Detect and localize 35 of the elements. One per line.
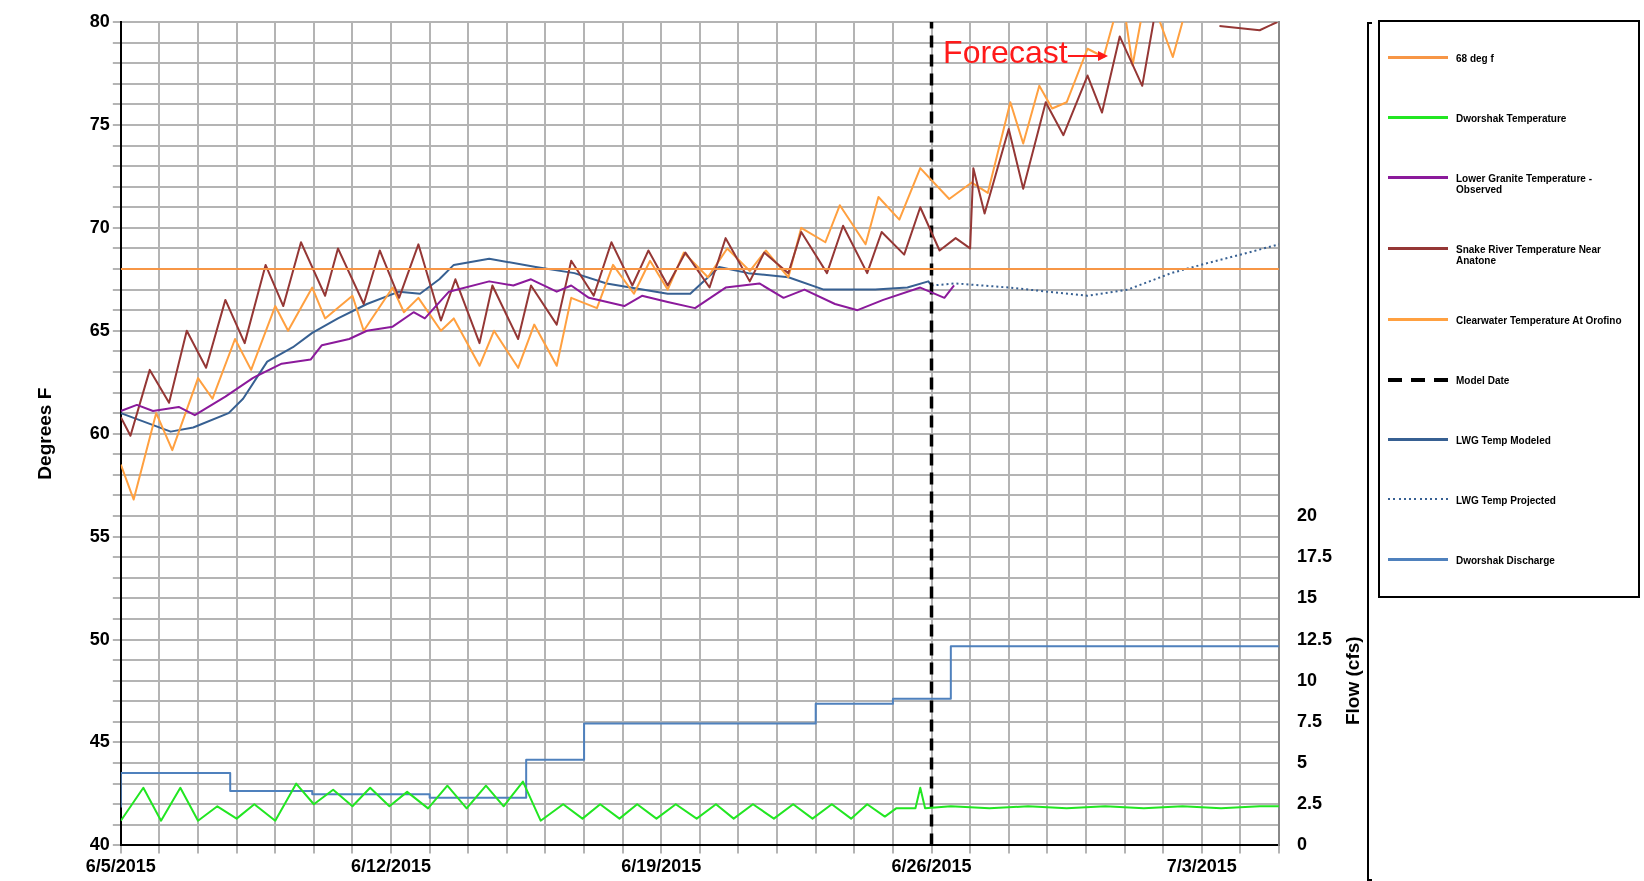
y-tick-label: 40 (89, 834, 110, 855)
y-tick-label: 45 (89, 731, 110, 752)
y2-tick-label: 20 (1296, 505, 1317, 526)
legend-label: Dworshak Discharge (1456, 554, 1555, 566)
y2-tick-label: 2.5 (1296, 793, 1322, 814)
y2-axis-title: Flow (cfs) (1342, 636, 1364, 726)
y2-tick-label: 5 (1296, 752, 1307, 773)
y2-tick-label: 12.5 (1296, 628, 1333, 649)
x-tick-label: 6/19/2015 (621, 856, 702, 877)
y-tick-label: 50 (89, 628, 110, 649)
x-tick-label: 6/26/2015 (891, 856, 972, 877)
legend-label: Lower Granite Temperature - Observed (1456, 172, 1593, 195)
legend-label: Clearwater Temperature At Orofino (1456, 314, 1622, 326)
y-tick-label: 55 (89, 525, 110, 546)
x-tick-label: 6/5/2015 (85, 856, 156, 877)
y2-tick-label: 17.5 (1296, 546, 1333, 567)
legend-label: 68 deg f (1456, 52, 1494, 64)
legend-label: Snake River Temperature Near Anatone (1456, 243, 1602, 266)
y-tick-label: 60 (89, 422, 110, 443)
y-tick-label: 65 (89, 319, 110, 340)
x-tick-label: 7/3/2015 (1166, 856, 1237, 877)
legend-label: LWG Temp Projected (1456, 494, 1556, 506)
y2-tick-label: 10 (1296, 669, 1317, 690)
legend-label: LWG Temp Modeled (1456, 434, 1551, 446)
y-axis-title: Degrees F (33, 387, 55, 480)
y2-tick-label: 15 (1296, 587, 1317, 608)
y-tick-label: 80 (89, 10, 110, 31)
x-tick-label: 6/12/2015 (351, 856, 432, 877)
y-tick-label: 70 (89, 216, 110, 237)
annotation: Forecast (943, 33, 1068, 70)
y2-tick-label: 0 (1296, 834, 1307, 855)
legend-label: Model Date (1456, 374, 1510, 386)
y2-tick-label: 7.5 (1296, 710, 1322, 731)
y-tick-label: 75 (89, 113, 110, 134)
legend-label: Dworshak Temperature (1456, 112, 1567, 124)
